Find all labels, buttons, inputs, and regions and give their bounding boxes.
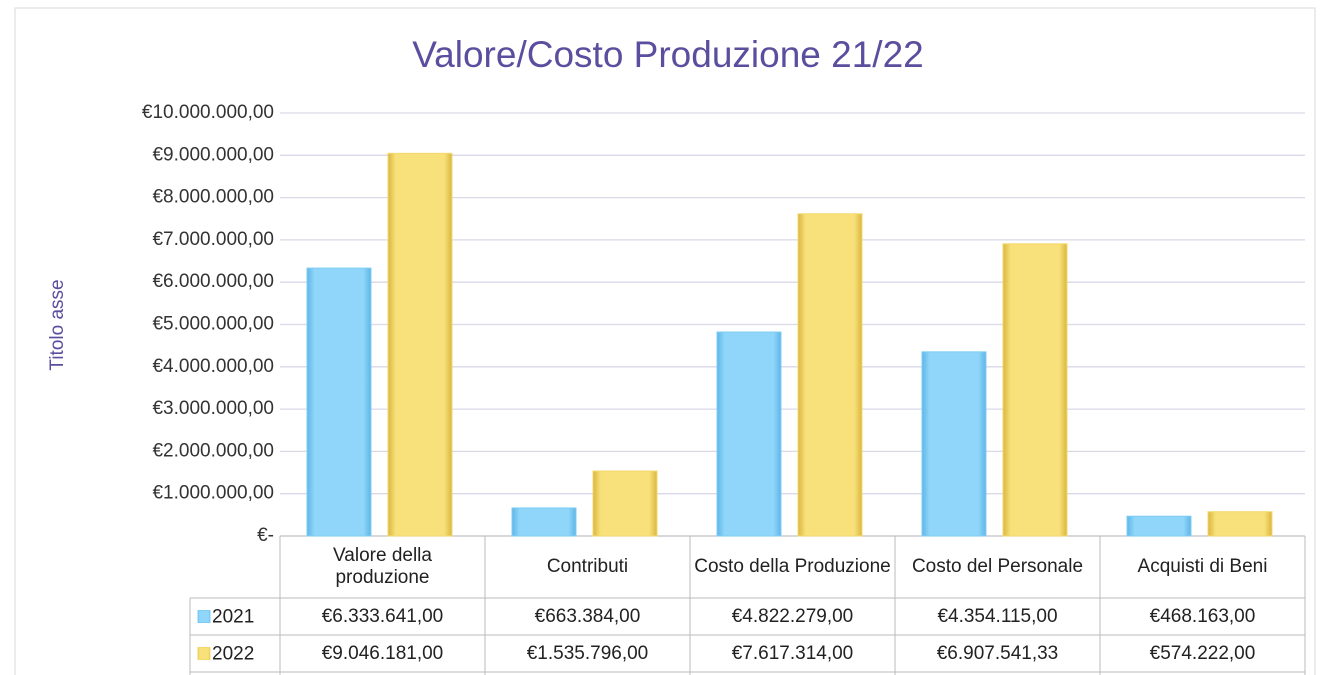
chart-title: Valore/Costo Produzione 21/22 bbox=[412, 34, 923, 75]
y-tick-label: €7.000.000,00 bbox=[152, 229, 274, 250]
legend-key bbox=[197, 610, 211, 623]
category-label-box: Acquisti di Beni bbox=[1137, 556, 1268, 578]
table-value: €6.333.641,00 bbox=[321, 605, 444, 627]
bar bbox=[1207, 511, 1273, 537]
bar bbox=[387, 152, 453, 537]
y-tick-label: €4.000.000,00 bbox=[152, 356, 274, 377]
bar bbox=[797, 213, 863, 537]
category-label: Contributi bbox=[546, 556, 629, 578]
category-label: Acquisti di Beni bbox=[1137, 556, 1268, 578]
category-label: Costo del Personale bbox=[911, 556, 1084, 578]
table-value-box: €663.384,00 bbox=[534, 605, 641, 627]
y-tick-label: €2.000.000,00 bbox=[152, 440, 274, 461]
table-value: €663.384,00 bbox=[534, 605, 641, 627]
table-value-box: €6.333.641,00 bbox=[321, 605, 444, 627]
table-value-box: €9.046.181,00 bbox=[321, 642, 444, 664]
legend-label: 2021 bbox=[212, 607, 254, 628]
table-value: €7.617.314,00 bbox=[731, 642, 854, 664]
table-value-box: €4.822.279,00 bbox=[731, 605, 854, 627]
y-tick-label: €10.000.000,00 bbox=[142, 102, 274, 123]
table-value: €1.535.796,00 bbox=[526, 642, 649, 664]
category-label: Valore della produzione bbox=[333, 545, 432, 588]
table-value: €9.046.181,00 bbox=[321, 642, 444, 664]
table-value: €468.163,00 bbox=[1149, 605, 1256, 627]
table-value: €574.222,00 bbox=[1149, 642, 1256, 664]
table-value: €4.354.115,00 bbox=[937, 605, 1058, 627]
y-tick-label: €9.000.000,00 bbox=[152, 144, 274, 165]
table-value-box: €4.354.115,00 bbox=[937, 605, 1058, 627]
bar bbox=[511, 507, 577, 537]
table-value-box: €1.535.796,00 bbox=[526, 642, 649, 664]
bar bbox=[1002, 243, 1068, 537]
legend-key bbox=[197, 647, 211, 660]
y-tick-label: €8.000.000,00 bbox=[152, 187, 274, 208]
chart-frame bbox=[14, 7, 1316, 675]
table-value: €4.822.279,00 bbox=[731, 605, 854, 627]
y-axis-title: Titolo asse bbox=[47, 279, 68, 370]
legend-label: 2022 bbox=[212, 644, 254, 665]
table-value-box: €7.617.314,00 bbox=[731, 642, 854, 664]
y-tick-label: €3.000.000,00 bbox=[152, 398, 274, 419]
bar bbox=[716, 331, 782, 537]
bar bbox=[306, 267, 372, 537]
table-value-box: €468.163,00 bbox=[1149, 605, 1256, 627]
category-label-box: Valore della produzione bbox=[333, 545, 432, 588]
bar bbox=[1126, 515, 1192, 537]
table-value-box: €6.907.541,33 bbox=[936, 642, 1059, 664]
y-tick-label: €6.000.000,00 bbox=[152, 271, 274, 292]
bar bbox=[921, 351, 987, 537]
category-label-box: Costo del Personale bbox=[911, 556, 1084, 578]
y-tick-label: €1.000.000,00 bbox=[152, 483, 274, 504]
category-label: Costo della Produzione bbox=[694, 556, 891, 578]
category-label-box: Contributi bbox=[546, 556, 629, 578]
table-value: €6.907.541,33 bbox=[936, 642, 1059, 664]
category-label-box: Costo della Produzione bbox=[694, 556, 891, 578]
y-tick-label: €5.000.000,00 bbox=[152, 314, 274, 335]
table-value-box: €574.222,00 bbox=[1149, 642, 1256, 664]
y-tick-label: €- bbox=[257, 525, 274, 546]
bar bbox=[592, 470, 658, 537]
